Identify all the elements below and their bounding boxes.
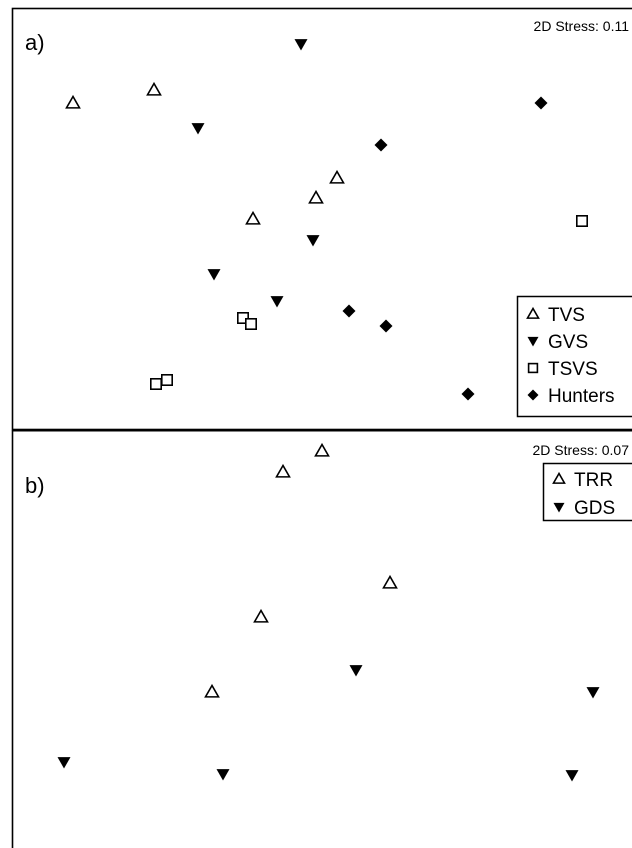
gvs-point bbox=[207, 269, 221, 281]
legend-marker-tvs bbox=[526, 306, 540, 319]
gvs-point bbox=[294, 39, 308, 51]
legend-label-tvs: TVS bbox=[548, 305, 585, 326]
panel-b-points bbox=[57, 442, 600, 782]
tsvs-point bbox=[245, 317, 258, 330]
legend-label-hunters: Hunters bbox=[548, 386, 615, 407]
gvs-point bbox=[306, 235, 320, 247]
hunters-point bbox=[379, 319, 393, 333]
gvs-point bbox=[191, 123, 205, 135]
panel-a-points bbox=[65, 39, 588, 401]
gds-point bbox=[565, 770, 579, 782]
trr-point bbox=[204, 683, 220, 698]
gds-point bbox=[216, 769, 230, 781]
trr-point bbox=[314, 442, 330, 457]
gds-point bbox=[349, 665, 363, 677]
tvs-point bbox=[329, 169, 345, 184]
panel-b-label: b) bbox=[25, 473, 45, 498]
tsvs-point bbox=[161, 373, 174, 386]
panel-a-label: a) bbox=[25, 30, 45, 55]
hunters-point bbox=[374, 138, 388, 152]
panel-b: b) 2D Stress: 0.07 TRR GDS bbox=[11, 430, 632, 848]
hunters-point bbox=[342, 304, 356, 318]
tvs-point bbox=[308, 189, 324, 204]
panel-b-legend: TRR GDS bbox=[542, 462, 632, 522]
panel-a-legend: TVS GVS TSVS Hunters bbox=[516, 295, 632, 418]
panel-a-stress: 2D Stress: 0.11 bbox=[534, 18, 630, 34]
tsvs-point bbox=[150, 377, 163, 390]
trr-point bbox=[253, 608, 269, 623]
legend-label-tsvs: TSVS bbox=[548, 359, 598, 380]
gvs-point bbox=[270, 296, 284, 308]
legend-label-trr: TRR bbox=[574, 470, 613, 491]
tvs-point bbox=[146, 81, 162, 96]
legend-marker-gvs bbox=[527, 336, 539, 347]
trr-point bbox=[275, 463, 291, 478]
legend-marker-gds bbox=[553, 502, 565, 513]
legend-label-gds: GDS bbox=[574, 498, 615, 519]
hunters-point bbox=[461, 387, 475, 401]
trr-point bbox=[382, 574, 398, 589]
legend-marker-tsvs bbox=[527, 362, 539, 374]
legend-label-gvs: GVS bbox=[548, 332, 588, 353]
tvs-point bbox=[65, 94, 81, 109]
legend-marker-hunters bbox=[527, 389, 539, 401]
panel-b-stress: 2D Stress: 0.07 bbox=[533, 442, 630, 458]
legend-marker-trr bbox=[552, 471, 566, 484]
tvs-point bbox=[245, 210, 261, 225]
hunters-point bbox=[534, 96, 548, 110]
gds-point bbox=[57, 757, 71, 769]
gds-point bbox=[586, 687, 600, 699]
panel-a: a) 2D Stress: 0.11 TVS GVS TSVS Hunters bbox=[11, 7, 632, 431]
tsvs-point bbox=[575, 215, 588, 228]
